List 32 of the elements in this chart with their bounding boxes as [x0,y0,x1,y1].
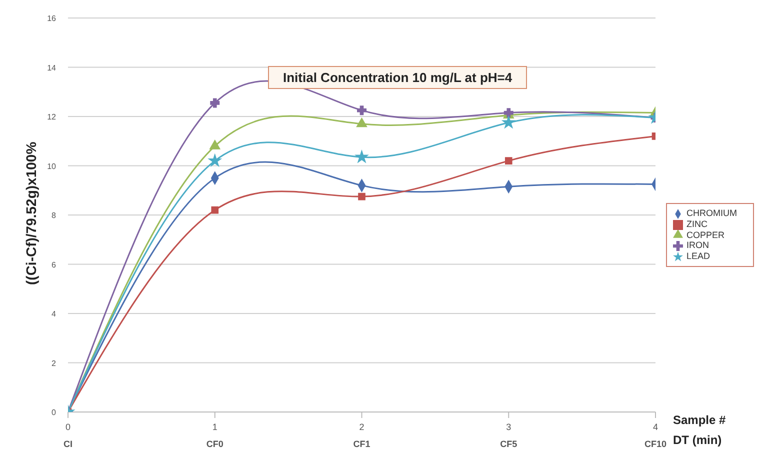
x-tick-label: 1 CF0 [206,422,224,449]
y-tick-label: 16 [47,14,57,23]
legend-label: ZINC [686,219,708,230]
y-tick-label: 8 [52,211,57,220]
point [208,154,222,166]
x-axis-title: Sample # DT (min) [673,412,726,449]
y-tick-label: 2 [52,358,57,368]
legend-label: LEAD [686,250,710,261]
point [357,106,366,116]
point [210,98,220,108]
point [502,116,515,128]
y-tick-label: 10 [47,162,57,171]
y-tick-label: 6 [52,260,57,270]
x-tick-label: 2 CF1 [353,422,370,449]
y-tick-label: 12 [47,112,57,122]
text: Initial Concentration 10 mg/L at pH=4 [268,66,528,89]
y-tick-label: 14 [47,63,57,72]
x-tick-label: 4 CF10 [644,422,667,449]
y-tick-label: 4 [52,310,57,318]
point [211,206,219,214]
point [356,118,368,128]
x-tick-label: 0 CI [64,422,72,449]
point [504,157,512,164]
legend-label: IRON [686,240,709,250]
x-tick-label: 3 CF5 [500,422,518,449]
legend-label: COPPER [686,230,725,240]
legend-label: CHROMIUM [686,208,737,218]
y-axis-title: ((Ci-Cf)/79.52g)x100% [22,141,39,285]
point [210,140,220,150]
point [358,192,366,200]
point [356,150,368,162]
y-tick-label: 0 [52,408,57,417]
